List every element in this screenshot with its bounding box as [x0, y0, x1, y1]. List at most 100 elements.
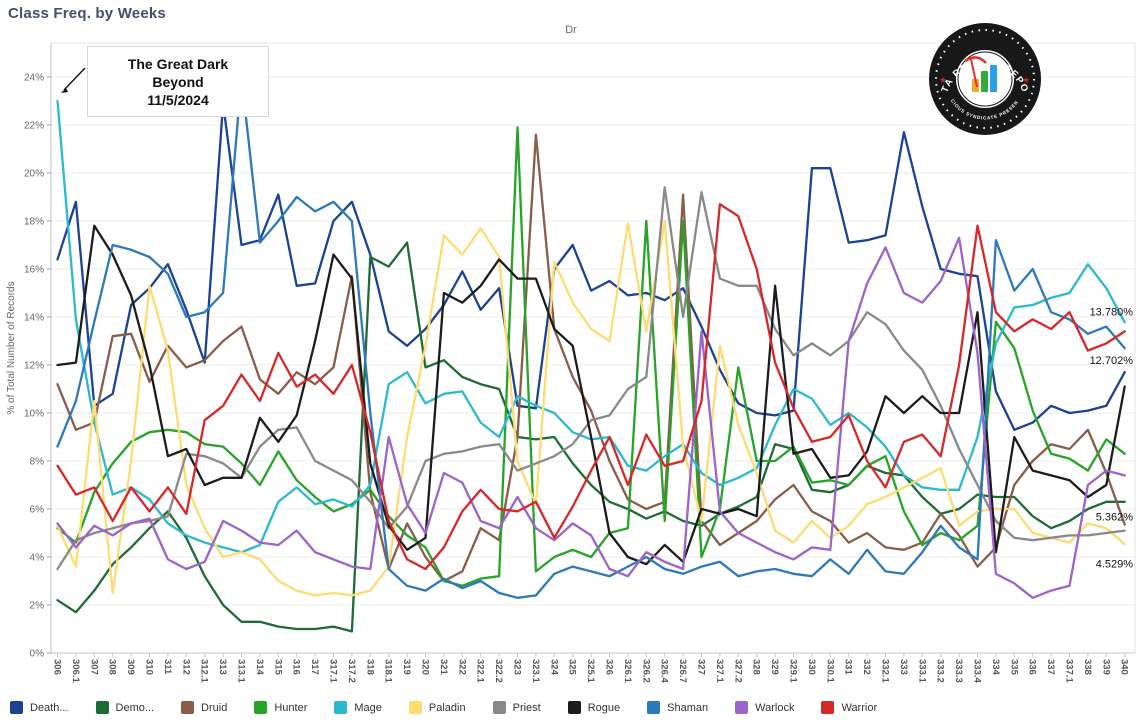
series-line-paladin[interactable] — [56, 219, 1126, 597]
series-end-label: 12.702% — [1090, 355, 1134, 367]
legend-item-shaman[interactable]: Shaman — [647, 701, 708, 714]
x-tick-label: 327 — [696, 659, 707, 675]
x-tick-label: 330.1 — [824, 659, 835, 683]
x-tick-label: 332 — [861, 659, 872, 675]
x-tick-label: 320 — [420, 659, 431, 675]
x-tick-label: 326.1 — [622, 659, 633, 683]
series-line-druid[interactable] — [56, 133, 1126, 583]
legend-label: Druid — [201, 701, 228, 714]
x-tick-label: 316 — [291, 659, 302, 675]
x-tick-label: 326.2 — [640, 659, 651, 683]
legend-item-demo[interactable]: Demo... — [95, 701, 155, 714]
x-tick-label: 317.1 — [328, 659, 339, 683]
legend-swatch — [181, 701, 195, 714]
y-tick-label: 24% — [24, 73, 44, 84]
x-tick-label: 333.4 — [972, 659, 983, 683]
legend-item-hunter[interactable]: Hunter — [254, 701, 307, 714]
series-line-rogue[interactable] — [56, 224, 1126, 566]
legend-label: Demo... — [115, 701, 155, 714]
logo-scythe-icon — [964, 56, 987, 88]
legend-swatch — [10, 701, 23, 714]
legend-swatch — [647, 701, 661, 714]
series-line-death[interactable] — [56, 102, 1126, 431]
x-tick-label: 323.1 — [530, 659, 541, 683]
x-tick-label: 338 — [1082, 659, 1093, 675]
x-tick-label: 339 — [1100, 659, 1111, 675]
y-tick-label: 14% — [24, 313, 44, 324]
legend-item-druid[interactable]: Druid — [181, 701, 227, 714]
x-tick-label: 312 — [180, 659, 191, 675]
x-tick-label: 322.2 — [493, 659, 504, 683]
x-tick-label: 318.1 — [383, 659, 394, 683]
class-frequency-chart[interactable]: 0% 2% 4% 6% 8% 10% 12% 14% 16% 18% 20% 22% 24% % of T… — [0, 0, 1142, 700]
legend-swatch — [735, 701, 749, 714]
page-title: Class Freq. by Weeks — [8, 5, 166, 22]
series-line-shaman[interactable] — [56, 75, 1126, 599]
x-tick-label: 307 — [88, 659, 99, 675]
x-tick-label: 325.1 — [585, 659, 596, 683]
y-tick-label: 6% — [30, 505, 45, 516]
legend-item-mage[interactable]: Mage — [334, 701, 382, 714]
x-tick-label: 319 — [401, 659, 412, 675]
annotation-date: 11/5/2024 — [147, 92, 209, 109]
x-tick-label: 333.2 — [935, 659, 946, 683]
x-tick-label: 310 — [144, 659, 155, 675]
x-tick-label: 326.7 — [677, 659, 688, 683]
y-tick-label: 12% — [24, 361, 44, 372]
legend-item-rogue[interactable]: Rogue — [567, 701, 621, 714]
x-tick-label: 317.2 — [346, 659, 357, 683]
legend-swatch — [334, 701, 348, 714]
logo-star-left: ★ — [939, 75, 947, 85]
series-line-warlock[interactable] — [56, 236, 1126, 599]
legend-item-warlock[interactable]: Warlock — [735, 701, 794, 714]
series-end-label: 5.362% — [1096, 511, 1134, 523]
annotation-box: The Great Dark Beyond 11/5/2024 — [87, 46, 269, 117]
legend-item-priest[interactable]: Priest — [492, 701, 541, 714]
legend-item-paladin[interactable]: Paladin — [408, 701, 466, 714]
series-line-demo[interactable] — [56, 241, 1126, 633]
x-tick-label: 321 — [438, 659, 449, 676]
x-tick-label: 330 — [806, 659, 817, 675]
x-tick-label: 337.1 — [1064, 659, 1075, 683]
annotation-arrow — [63, 67, 86, 91]
y-tick-label: 16% — [24, 265, 44, 276]
legend-label: Warlock — [755, 701, 795, 714]
legend-label: Mage — [354, 701, 382, 714]
x-tick-label: 336 — [1027, 659, 1038, 675]
x-tick-label: 315 — [272, 659, 283, 676]
y-tick-label: 10% — [24, 409, 44, 420]
legend-swatch — [492, 701, 506, 714]
x-tick-label: 332.1 — [880, 659, 891, 683]
legend-item-death[interactable]: Death... — [10, 701, 69, 714]
y-axis-title: % of Total Number of Records — [6, 281, 17, 414]
x-tick-label: 329 — [769, 659, 780, 675]
chart-legend: Death... Demo... Druid Hunter Mage Paladin Pri… — [10, 701, 1135, 714]
legend-swatch — [821, 701, 835, 714]
y-tick-label: 0% — [30, 649, 45, 660]
series-line-hunter[interactable] — [56, 126, 1126, 587]
legend-label: Warrior — [841, 701, 878, 714]
legend-label: Death... — [30, 701, 69, 714]
logo-star-right: ★ — [1022, 75, 1030, 85]
legend-label: Rogue — [587, 701, 621, 714]
x-tick-label: 318 — [364, 659, 375, 675]
legend-label: Priest — [512, 701, 541, 714]
x-tick-label: 306.1 — [70, 659, 81, 683]
x-tick-label: 340 — [1119, 659, 1130, 675]
x-tick-label: 309 — [125, 659, 136, 675]
series-end-label: 4.529% — [1096, 558, 1134, 570]
x-tick-label: 327.1 — [714, 659, 725, 683]
y-tick-label: 4% — [30, 553, 45, 564]
x-tick-label: 327.2 — [732, 659, 743, 683]
annotation-text: The Great Dark Beyond — [127, 56, 229, 91]
legend-swatch — [254, 701, 268, 714]
x-tick-label: 329.1 — [788, 659, 799, 683]
chart-top-label: Dr — [565, 24, 577, 36]
legend-swatch — [408, 701, 422, 714]
legend-item-warrior[interactable]: Warrior — [821, 701, 877, 714]
x-tick-label: 311 — [162, 659, 173, 675]
series-line-warrior[interactable] — [56, 203, 1126, 571]
x-tick-label: 333 — [898, 659, 909, 675]
x-tick-label: 322 — [456, 659, 467, 675]
